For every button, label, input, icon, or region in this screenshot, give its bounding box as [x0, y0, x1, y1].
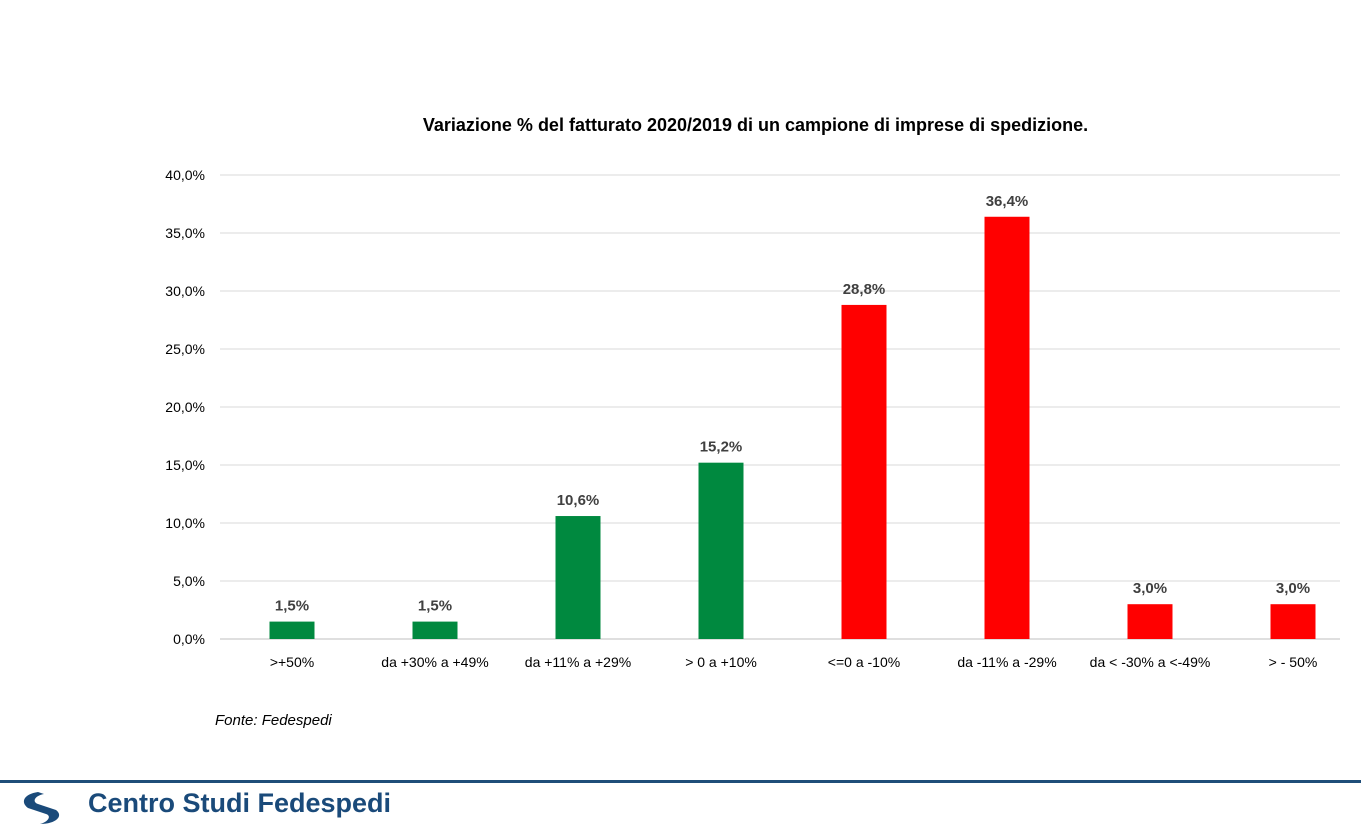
- y-tick-label: 20,0%: [165, 399, 205, 415]
- y-tick-label: 25,0%: [165, 341, 205, 357]
- footer-rule: [0, 780, 1361, 783]
- bar: [841, 304, 887, 639]
- y-tick-label: 35,0%: [165, 225, 205, 241]
- bar: [984, 216, 1030, 639]
- x-tick-label: da +30% a +49%: [381, 654, 488, 670]
- bar: [412, 621, 458, 639]
- data-label: 15,2%: [700, 439, 743, 456]
- y-tick-label: 10,0%: [165, 515, 205, 531]
- x-tick-label: > 0 a +10%: [685, 654, 757, 670]
- data-label: 10,6%: [557, 492, 600, 509]
- data-label: 1,5%: [275, 598, 309, 615]
- y-tick-label: 5,0%: [173, 573, 205, 589]
- data-label: 1,5%: [418, 598, 452, 615]
- bar: [555, 516, 601, 639]
- x-tick-label: > - 50%: [1269, 654, 1318, 670]
- x-tick-label: <=0 a -10%: [828, 654, 900, 670]
- data-label: 28,8%: [843, 281, 886, 298]
- data-label: 3,0%: [1133, 580, 1167, 597]
- y-tick-label: 30,0%: [165, 283, 205, 299]
- x-tick-label: >+50%: [270, 654, 314, 670]
- bar: [698, 462, 744, 639]
- bar-chart: 0,0% 5,0% 10,0% 15,0% 20,0% 25,0% 30,0% 35,0% 40…: [165, 167, 1340, 670]
- data-label: 3,0%: [1276, 580, 1310, 597]
- y-tick-label: 15,0%: [165, 457, 205, 473]
- bar: [269, 621, 315, 639]
- x-tick-label: da < -30% a <-49%: [1090, 654, 1211, 670]
- bar: [1127, 604, 1173, 639]
- x-tick-label: da +11% a +29%: [525, 654, 631, 670]
- fedespedi-logo-icon: [23, 792, 60, 824]
- x-tick-label: da -11% a -29%: [957, 654, 1056, 670]
- bar: [1270, 604, 1316, 639]
- data-label: 36,4%: [986, 193, 1029, 210]
- y-tick-label: 0,0%: [173, 631, 205, 647]
- y-tick-label: 40,0%: [165, 167, 205, 183]
- chart-title: Variazione % del fatturato 2020/2019 di …: [422, 115, 1089, 135]
- brand-name: Centro Studi Fedespedi: [88, 788, 392, 818]
- source-note: Fonte: Fedespedi: [215, 712, 332, 729]
